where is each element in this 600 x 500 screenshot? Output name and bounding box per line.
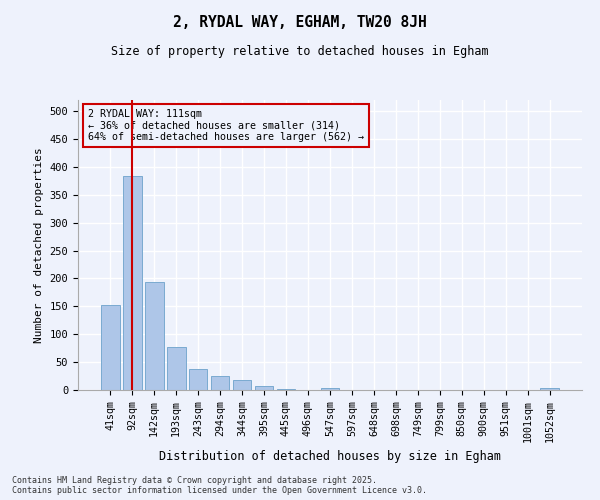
X-axis label: Distribution of detached houses by size in Egham: Distribution of detached houses by size … <box>159 450 501 463</box>
Bar <box>167 347 185 390</box>
Bar <box>320 388 340 390</box>
Bar <box>233 380 251 390</box>
Y-axis label: Number of detached properties: Number of detached properties <box>34 147 44 343</box>
Text: Contains HM Land Registry data © Crown copyright and database right 2025.
Contai: Contains HM Land Registry data © Crown c… <box>12 476 427 495</box>
Text: 2, RYDAL WAY, EGHAM, TW20 8JH: 2, RYDAL WAY, EGHAM, TW20 8JH <box>173 15 427 30</box>
Bar <box>211 376 229 390</box>
Text: 2 RYDAL WAY: 111sqm
← 36% of detached houses are smaller (314)
64% of semi-detac: 2 RYDAL WAY: 111sqm ← 36% of detached ho… <box>88 108 364 142</box>
Bar <box>255 386 274 390</box>
Bar <box>123 176 142 390</box>
Bar <box>145 282 164 390</box>
Bar <box>101 305 119 390</box>
Bar <box>541 388 559 390</box>
Text: Size of property relative to detached houses in Egham: Size of property relative to detached ho… <box>111 45 489 58</box>
Bar <box>189 369 208 390</box>
